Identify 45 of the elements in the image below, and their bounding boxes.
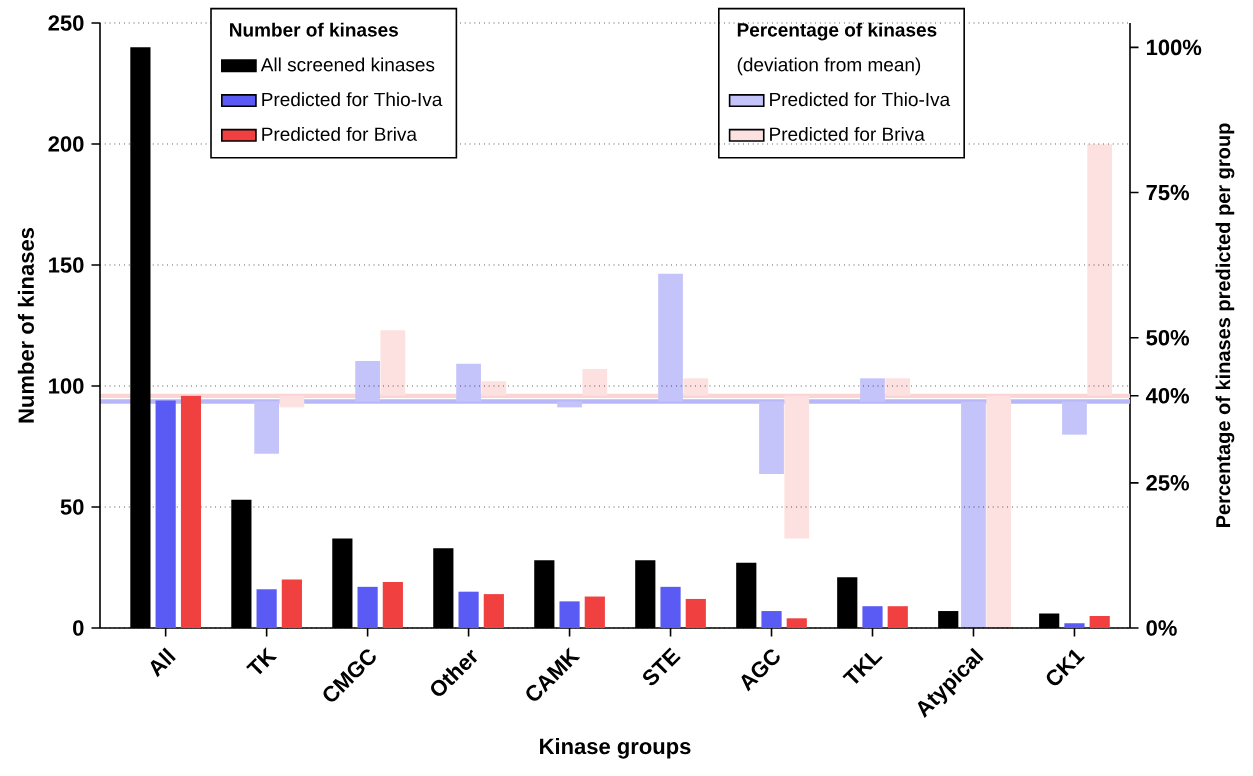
bar	[180, 395, 201, 628]
bar	[685, 598, 706, 628]
legend-label: Predicted for Briva	[770, 126, 925, 141]
annotation: (deviation from mean)	[737, 57, 921, 76]
y-tick-label: 50	[60, 499, 84, 515]
y2-tick-label: 100%	[1146, 39, 1202, 56]
bar	[483, 594, 504, 628]
y-tick-label: 250	[48, 15, 84, 31]
bar	[761, 611, 782, 628]
y2-tick-label: 50%	[1146, 329, 1190, 346]
bar	[584, 596, 605, 628]
y2-tick-label: 25%	[1146, 475, 1190, 491]
bar	[887, 606, 908, 628]
legend-label: Predicted for Thio-Iva	[262, 92, 443, 107]
y-axis-title: Number of kinases	[17, 228, 34, 423]
legend-title: Number of kinases	[230, 22, 398, 37]
x-tick-label: CK1	[1046, 649, 1085, 686]
annotation: Percentage of kinases	[737, 22, 937, 41]
y-tick-label: 150	[49, 257, 84, 273]
y2-axis-title: Percentage of kinases predicted per group	[1215, 123, 1235, 527]
y2-tick-label: 75%	[1146, 184, 1190, 201]
y-tick-label: 100	[49, 378, 84, 394]
bar	[559, 601, 580, 628]
bar	[357, 586, 378, 628]
bar	[382, 582, 403, 628]
legend-label: Predicted for Briva	[262, 126, 418, 141]
bar	[862, 606, 883, 628]
y-tick-label: 0	[73, 620, 84, 636]
bar	[281, 579, 302, 628]
bar	[786, 618, 807, 628]
bar	[660, 586, 681, 628]
bar	[1089, 615, 1110, 628]
x-tick-label: TKL	[842, 652, 883, 684]
y2-tick-label: 0%	[1146, 620, 1177, 636]
bar	[256, 589, 277, 628]
x-tick-label: All	[150, 647, 176, 678]
y-tick-label: 200	[48, 136, 84, 152]
legend-label: All screened kinases	[260, 57, 435, 72]
bar	[458, 591, 479, 628]
x-axis-title: Kinase groups	[540, 738, 691, 759]
bar	[155, 400, 176, 628]
legend-label: Predicted for Thio-Iva	[770, 92, 951, 107]
y2-tick-label: 40%	[1145, 387, 1190, 404]
bar	[1064, 623, 1085, 628]
x-tick-label: TK	[246, 647, 278, 675]
